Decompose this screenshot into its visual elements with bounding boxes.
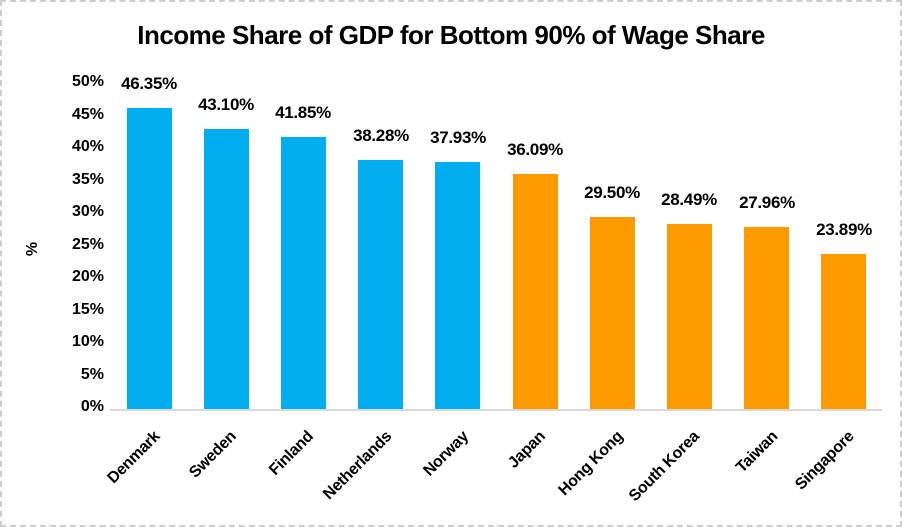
y-tick-label: 15% [71,300,104,318]
y-tick-label: 20% [71,268,104,285]
bar-denmark [127,108,172,409]
category-label-norway: Norway [420,428,473,480]
bar-finland [281,137,326,409]
y-tick-label: 10% [71,333,104,350]
category-label-singapore: Singapore [792,428,859,494]
y-tick-label: 30% [71,203,104,220]
category-label-japan: Japan [505,428,550,472]
y-tick-label: 0% [80,398,104,415]
category-label-denmark: Denmark [104,428,164,487]
y-tick-label: 40% [71,138,104,155]
y-tick-label: 50% [71,73,104,90]
category-label-finland: Finland [266,428,318,479]
data-label: 46.35% [121,74,177,93]
data-label: 36.09% [507,140,563,159]
bar-norway [435,162,480,409]
category-label-sweden: Sweden [186,428,241,482]
bar-japan [513,174,558,409]
data-label: 41.85% [275,103,331,122]
data-label: 27.96% [739,193,795,212]
data-label: 43.10% [198,95,254,114]
bar-hong-kong [590,217,635,409]
y-tick-label: 35% [71,170,104,188]
category-label-netherlands: Netherlands [319,428,396,504]
bar-singapore [821,254,866,409]
data-label: 29.50% [584,183,640,202]
y-tick-label: 5% [80,365,104,383]
bar-taiwan [744,227,789,409]
data-label: 23.89% [816,220,872,239]
bar-netherlands [358,160,403,409]
bar-sweden [204,129,249,409]
bar-south-korea [667,224,712,409]
chart-title: Income Share of GDP for Bottom 90% of Wa… [137,20,765,50]
data-label: 28.49% [661,190,717,209]
data-label: 37.93% [430,128,486,147]
category-label-south-korea: South Korea [626,428,704,505]
y-tick-label: 45% [71,105,104,123]
category-label-taiwan: Taiwan [732,428,782,477]
category-label-hong-kong: Hong Kong [554,428,627,500]
y-tick-label: 25% [71,235,104,253]
x-axis-line [110,409,882,411]
data-label: 38.28% [353,126,409,145]
